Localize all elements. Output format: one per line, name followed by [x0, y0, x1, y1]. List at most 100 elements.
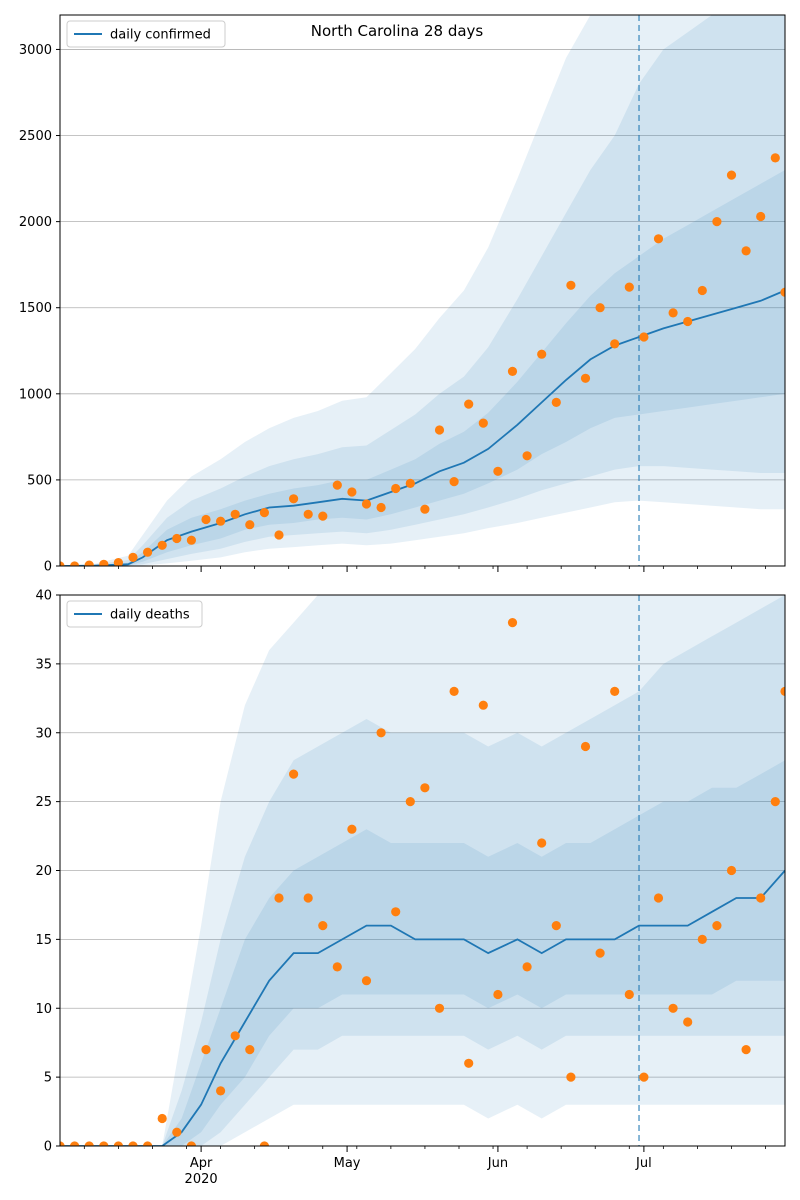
observed-point — [216, 516, 226, 526]
observed-point — [274, 530, 284, 540]
uncertainty-band — [60, 15, 785, 566]
observed-point — [756, 893, 766, 903]
observed-point — [449, 686, 459, 697]
confirmed-x-ticks — [83, 566, 766, 572]
observed-point — [230, 1031, 240, 1041]
y-tick-label: 40 — [35, 589, 52, 604]
observed-point — [99, 1141, 109, 1146]
observed-point — [537, 838, 547, 848]
deaths-y-axis: 0 5 10 15 20 25 30 35 40 — [35, 589, 60, 1155]
observed-point — [157, 540, 167, 550]
confirmed-bands — [60, 15, 785, 566]
x-tick-label: Jul — [635, 1156, 652, 1171]
observed-point — [493, 466, 503, 476]
observed-point — [683, 316, 693, 327]
uncertainty-band — [60, 15, 785, 566]
chart-title: North Carolina 28 days — [311, 22, 484, 40]
y-tick-label: 5 — [44, 1071, 52, 1086]
observed-point — [405, 797, 415, 807]
observed-point — [726, 865, 737, 876]
observed-point — [84, 560, 94, 566]
observed-point — [449, 477, 459, 487]
confirmed-axes-frame — [59, 14, 786, 567]
y-tick-label: 1500 — [19, 301, 52, 316]
observed-point — [741, 246, 751, 256]
confirmed-fit-line — [60, 289, 785, 566]
confirmed-legend: daily confirmed — [66, 20, 226, 48]
observed-point — [186, 1141, 196, 1146]
y-tick-label: 10 — [35, 1002, 52, 1017]
observed-point — [70, 561, 80, 566]
observed-point — [391, 483, 401, 494]
observed-point — [113, 1141, 123, 1146]
observed-point — [780, 287, 785, 297]
observed-point — [770, 153, 780, 163]
y-tick-label: 25 — [35, 795, 52, 810]
observed-point — [770, 797, 780, 807]
observed-point — [595, 303, 605, 313]
observed-point — [507, 366, 518, 376]
observed-point — [580, 373, 591, 383]
confirmed-observed-points — [60, 153, 785, 566]
observed-point — [507, 618, 518, 628]
observed-point — [624, 282, 634, 292]
observed-point — [551, 397, 561, 407]
observed-point — [128, 552, 138, 563]
observed-point — [697, 285, 707, 296]
observed-point — [216, 1086, 226, 1096]
y-tick-label: 1000 — [19, 387, 52, 402]
deaths-legend: daily deaths — [66, 600, 203, 628]
observed-point — [303, 893, 313, 903]
observed-point — [610, 686, 620, 697]
confirmed-y-axis: 0 500 1000 1500 2000 2500 3000 — [19, 43, 60, 575]
observed-point — [434, 1003, 445, 1013]
legend-label: daily confirmed — [110, 28, 211, 43]
observed-point — [332, 962, 342, 972]
observed-point — [60, 561, 65, 566]
observed-point — [712, 921, 722, 931]
observed-point — [464, 399, 474, 409]
observed-point — [478, 418, 488, 428]
legend-box — [66, 600, 203, 628]
observed-point — [405, 478, 415, 488]
uncertainty-band — [60, 760, 785, 1146]
observed-point — [653, 893, 664, 903]
observed-point — [99, 559, 109, 566]
observed-point — [683, 1017, 693, 1027]
observed-point — [186, 535, 196, 545]
observed-point — [361, 499, 372, 509]
observed-point — [274, 893, 284, 903]
observed-point — [522, 451, 532, 461]
observed-point — [551, 921, 561, 931]
observed-point — [259, 1141, 269, 1146]
deaths-observed-points — [60, 618, 785, 1146]
observed-point — [653, 234, 664, 244]
observed-point — [70, 1141, 80, 1146]
observed-point — [595, 948, 605, 958]
uncertainty-band — [60, 595, 785, 1146]
observed-point — [420, 504, 430, 514]
x-tick-year-label: 2020 — [185, 1172, 218, 1187]
observed-point — [712, 217, 722, 227]
uncertainty-band — [60, 170, 785, 566]
observed-point — [201, 1045, 211, 1055]
y-tick-label: 2000 — [19, 215, 52, 230]
observed-point — [566, 1072, 576, 1082]
observed-point — [697, 934, 707, 945]
y-tick-label: 30 — [35, 726, 52, 741]
observed-point — [318, 511, 328, 521]
observed-point — [157, 1113, 167, 1124]
observed-point — [84, 1141, 94, 1146]
observed-point — [318, 921, 328, 931]
observed-point — [143, 1141, 153, 1146]
y-tick-label: 2500 — [19, 129, 52, 144]
observed-point — [172, 533, 182, 544]
uncertainty-band — [60, 595, 785, 1146]
y-tick-label: 20 — [35, 864, 52, 879]
observed-point — [610, 339, 620, 349]
observed-point — [376, 728, 386, 738]
observed-point — [741, 1045, 751, 1055]
